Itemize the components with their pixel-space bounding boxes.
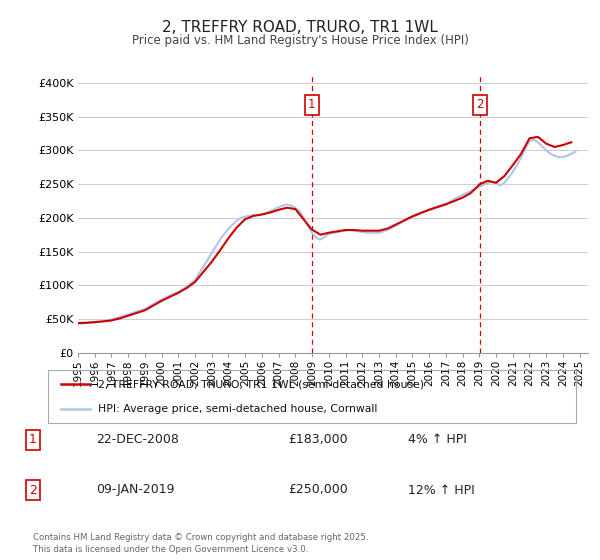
Text: 2, TREFFRY ROAD, TRURO, TR1 1WL: 2, TREFFRY ROAD, TRURO, TR1 1WL <box>162 20 438 35</box>
Text: 09-JAN-2019: 09-JAN-2019 <box>96 483 175 497</box>
Text: £250,000: £250,000 <box>288 483 348 497</box>
Text: 1: 1 <box>308 99 316 111</box>
Text: Price paid vs. HM Land Registry's House Price Index (HPI): Price paid vs. HM Land Registry's House … <box>131 34 469 46</box>
Text: 2, TREFFRY ROAD, TRURO, TR1 1WL (semi-detached house): 2, TREFFRY ROAD, TRURO, TR1 1WL (semi-de… <box>98 380 424 390</box>
Text: 12% ↑ HPI: 12% ↑ HPI <box>408 483 475 497</box>
Text: £183,000: £183,000 <box>288 433 347 446</box>
Text: Contains HM Land Registry data © Crown copyright and database right 2025.
This d: Contains HM Land Registry data © Crown c… <box>33 533 368 554</box>
Text: 22-DEC-2008: 22-DEC-2008 <box>96 433 179 446</box>
Text: 1: 1 <box>29 433 37 446</box>
Text: 2: 2 <box>476 99 484 111</box>
Text: HPI: Average price, semi-detached house, Cornwall: HPI: Average price, semi-detached house,… <box>98 404 377 414</box>
Text: 4% ↑ HPI: 4% ↑ HPI <box>408 433 467 446</box>
Text: 2: 2 <box>29 483 37 497</box>
